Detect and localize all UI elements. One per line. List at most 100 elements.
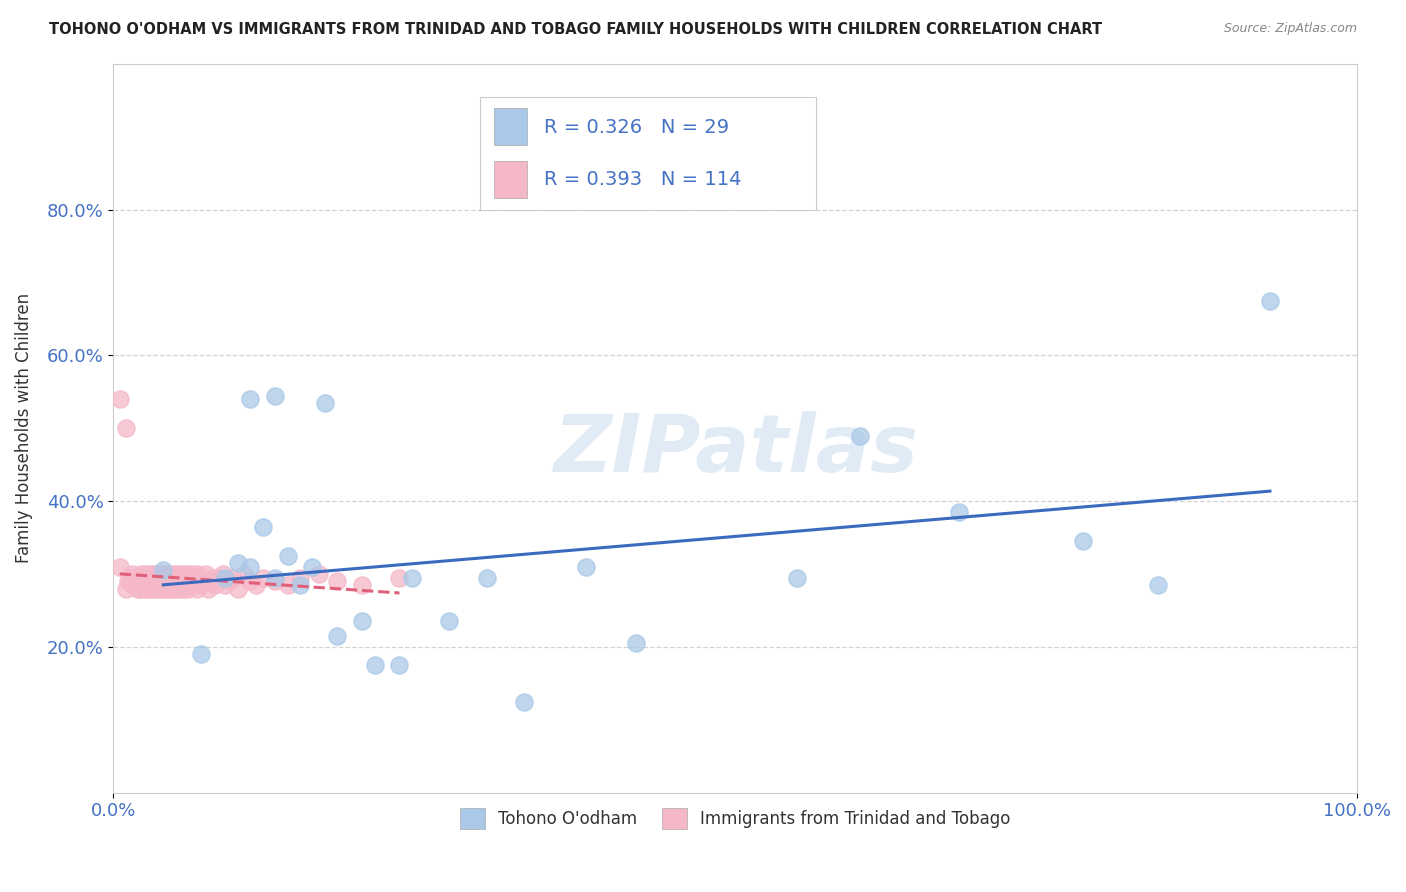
Point	[142, 571, 165, 585]
Point	[141, 578, 163, 592]
Point	[264, 571, 287, 585]
Point	[288, 571, 311, 585]
Point	[152, 571, 174, 585]
Point	[252, 519, 274, 533]
Point	[245, 578, 267, 592]
Point	[128, 582, 150, 596]
Point	[848, 428, 870, 442]
Point	[152, 563, 174, 577]
Point	[122, 578, 145, 592]
Point	[204, 578, 226, 592]
Point	[108, 559, 131, 574]
Point	[326, 629, 349, 643]
Point	[252, 571, 274, 585]
Point	[135, 574, 157, 589]
Point	[239, 574, 262, 589]
Point	[163, 582, 186, 596]
Point	[176, 574, 198, 589]
Point	[155, 578, 177, 592]
Point	[226, 582, 249, 596]
Point	[120, 574, 142, 589]
Point	[264, 388, 287, 402]
Point	[129, 567, 152, 582]
Point	[166, 567, 188, 582]
Point	[1258, 293, 1281, 308]
Point	[624, 636, 647, 650]
Point	[136, 574, 159, 589]
Point	[191, 571, 214, 585]
Point	[131, 578, 153, 592]
Point	[136, 571, 159, 585]
Point	[277, 578, 299, 592]
Point	[170, 567, 193, 582]
Point	[134, 571, 156, 585]
Point	[156, 571, 179, 585]
Point	[326, 574, 349, 589]
Point	[187, 567, 209, 582]
Point	[194, 567, 217, 582]
Point	[157, 574, 180, 589]
Point	[148, 578, 170, 592]
Point	[149, 574, 172, 589]
Point	[180, 571, 202, 585]
Point	[388, 571, 411, 585]
Point	[136, 582, 159, 596]
Point	[169, 578, 191, 592]
Legend: Tohono O'odham, Immigrants from Trinidad and Tobago: Tohono O'odham, Immigrants from Trinidad…	[453, 802, 1018, 835]
Point	[153, 567, 176, 582]
Point	[176, 567, 198, 582]
Point	[159, 574, 181, 589]
Point	[139, 567, 162, 582]
Point	[181, 578, 204, 592]
Point	[125, 574, 148, 589]
Point	[129, 571, 152, 585]
Point	[146, 567, 169, 582]
Point	[159, 571, 181, 585]
Point	[948, 505, 970, 519]
Point	[136, 578, 159, 592]
Point	[233, 567, 256, 582]
Point	[121, 567, 143, 582]
Point	[150, 582, 173, 596]
Point	[1073, 534, 1095, 549]
Text: TOHONO O'ODHAM VS IMMIGRANTS FROM TRINIDAD AND TOBAGO FAMILY HOUSEHOLDS WITH CHI: TOHONO O'ODHAM VS IMMIGRANTS FROM TRINID…	[49, 22, 1102, 37]
Point	[301, 559, 323, 574]
Point	[143, 574, 166, 589]
Point	[174, 571, 197, 585]
Point	[157, 582, 180, 596]
Point	[186, 582, 208, 596]
Point	[388, 658, 411, 673]
Point	[177, 582, 200, 596]
Point	[1147, 578, 1170, 592]
Point	[132, 574, 155, 589]
Y-axis label: Family Households with Children: Family Households with Children	[15, 293, 32, 564]
Point	[153, 582, 176, 596]
Point	[167, 582, 190, 596]
Point	[575, 559, 598, 574]
Point	[201, 571, 224, 585]
Point	[125, 571, 148, 585]
Point	[165, 571, 187, 585]
Point	[188, 574, 211, 589]
Point	[127, 582, 149, 596]
Point	[159, 582, 181, 596]
Text: Source: ZipAtlas.com: Source: ZipAtlas.com	[1223, 22, 1357, 36]
Point	[363, 658, 385, 673]
Point	[439, 615, 461, 629]
Point	[156, 567, 179, 582]
Point	[208, 571, 231, 585]
Point	[214, 571, 236, 585]
Point	[352, 578, 374, 592]
Point	[141, 574, 163, 589]
Point	[162, 574, 184, 589]
Point	[155, 574, 177, 589]
Point	[197, 582, 219, 596]
Point	[115, 421, 138, 435]
Point	[183, 574, 205, 589]
Point	[134, 582, 156, 596]
Point	[145, 571, 167, 585]
Point	[127, 578, 149, 592]
Point	[135, 567, 157, 582]
Point	[239, 392, 262, 407]
Point	[117, 574, 139, 589]
